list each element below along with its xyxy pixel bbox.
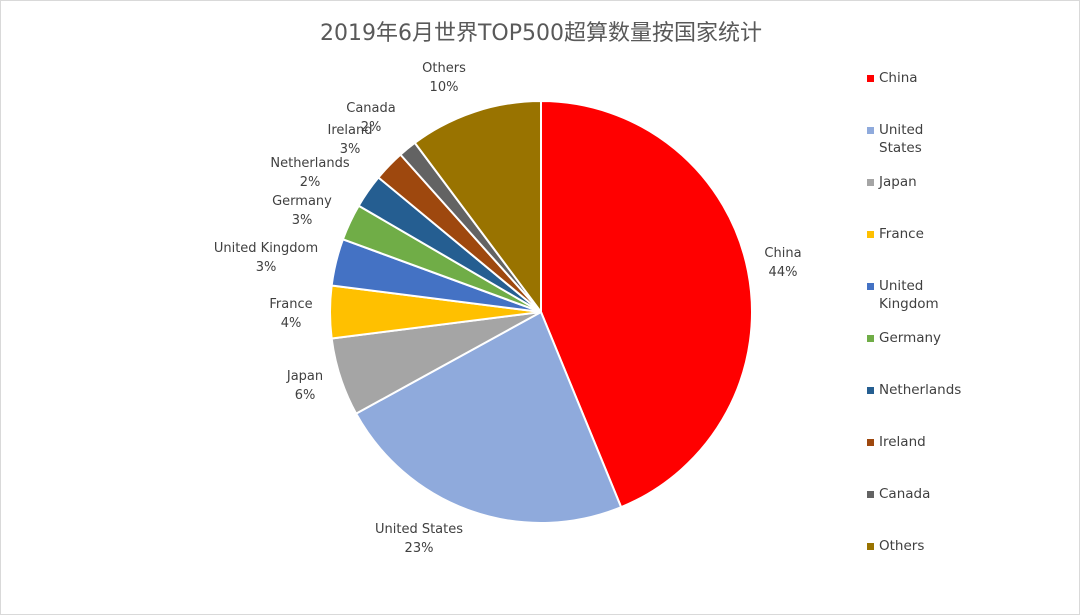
pie-slice-china [540,99,753,509]
data-label-japan: Japan 6% [286,369,323,403]
legend-item-netherlands: Netherlands [867,381,961,399]
data-label-ireland: Ireland 3% [328,123,373,157]
pie-slice-others [413,99,542,316]
data-label-germany: Germany 3% [272,194,332,228]
chart-title: 2019年6月世界TOP500超算数量按国家统计 [320,21,762,46]
pie-slice-united-states [354,310,623,524]
legend-label: China [879,70,918,86]
legend-item-united-states: United States [867,121,923,157]
legend-item-canada: Canada [867,485,930,503]
legend-swatch [867,231,874,238]
legend-item-ireland: Ireland [867,433,926,451]
legend-item-others: Others [867,537,924,555]
data-label-china: China 44% [764,246,801,280]
data-label-united-states: United States 23% [375,522,463,556]
legend-item-germany: Germany [867,329,941,347]
legend-swatch [867,491,874,498]
data-label-canada: Canada 2% [346,101,395,135]
data-label-others: Others 10% [422,61,466,95]
legend-label: Ireland [879,434,926,450]
data-label-france: France 4% [269,297,312,331]
legend-swatch [867,283,874,290]
pie-slices [329,99,753,524]
data-label-netherlands: Netherlands 2% [270,156,349,190]
data-labels: China 44% United States 23% Japan 6% France 4% U… [214,61,802,556]
legend-item-china: China [867,69,918,87]
legend-swatch [867,127,874,134]
legend-label: Netherlands [879,382,962,398]
legend-swatch [867,439,874,446]
legend-item-france: France [867,225,924,243]
legend-label: United Kingdom [879,278,939,312]
legend-swatch [867,179,874,186]
legend-item-japan: Japan [867,173,917,191]
legend-label: Others [879,538,925,554]
legend-label: United States [879,122,924,156]
legend-label: Canada [879,486,931,502]
legend-label: France [879,226,924,242]
legend-swatch [867,75,874,82]
legend-label: Japan [879,174,917,190]
legend-label: Germany [879,330,942,346]
legend-swatch [867,335,874,342]
legend-item-united-kingdom: United Kingdom [867,277,939,313]
legend-swatch [867,543,874,550]
data-label-united-kingdom: United Kingdom 3% [214,241,318,275]
legend-swatch [867,387,874,394]
